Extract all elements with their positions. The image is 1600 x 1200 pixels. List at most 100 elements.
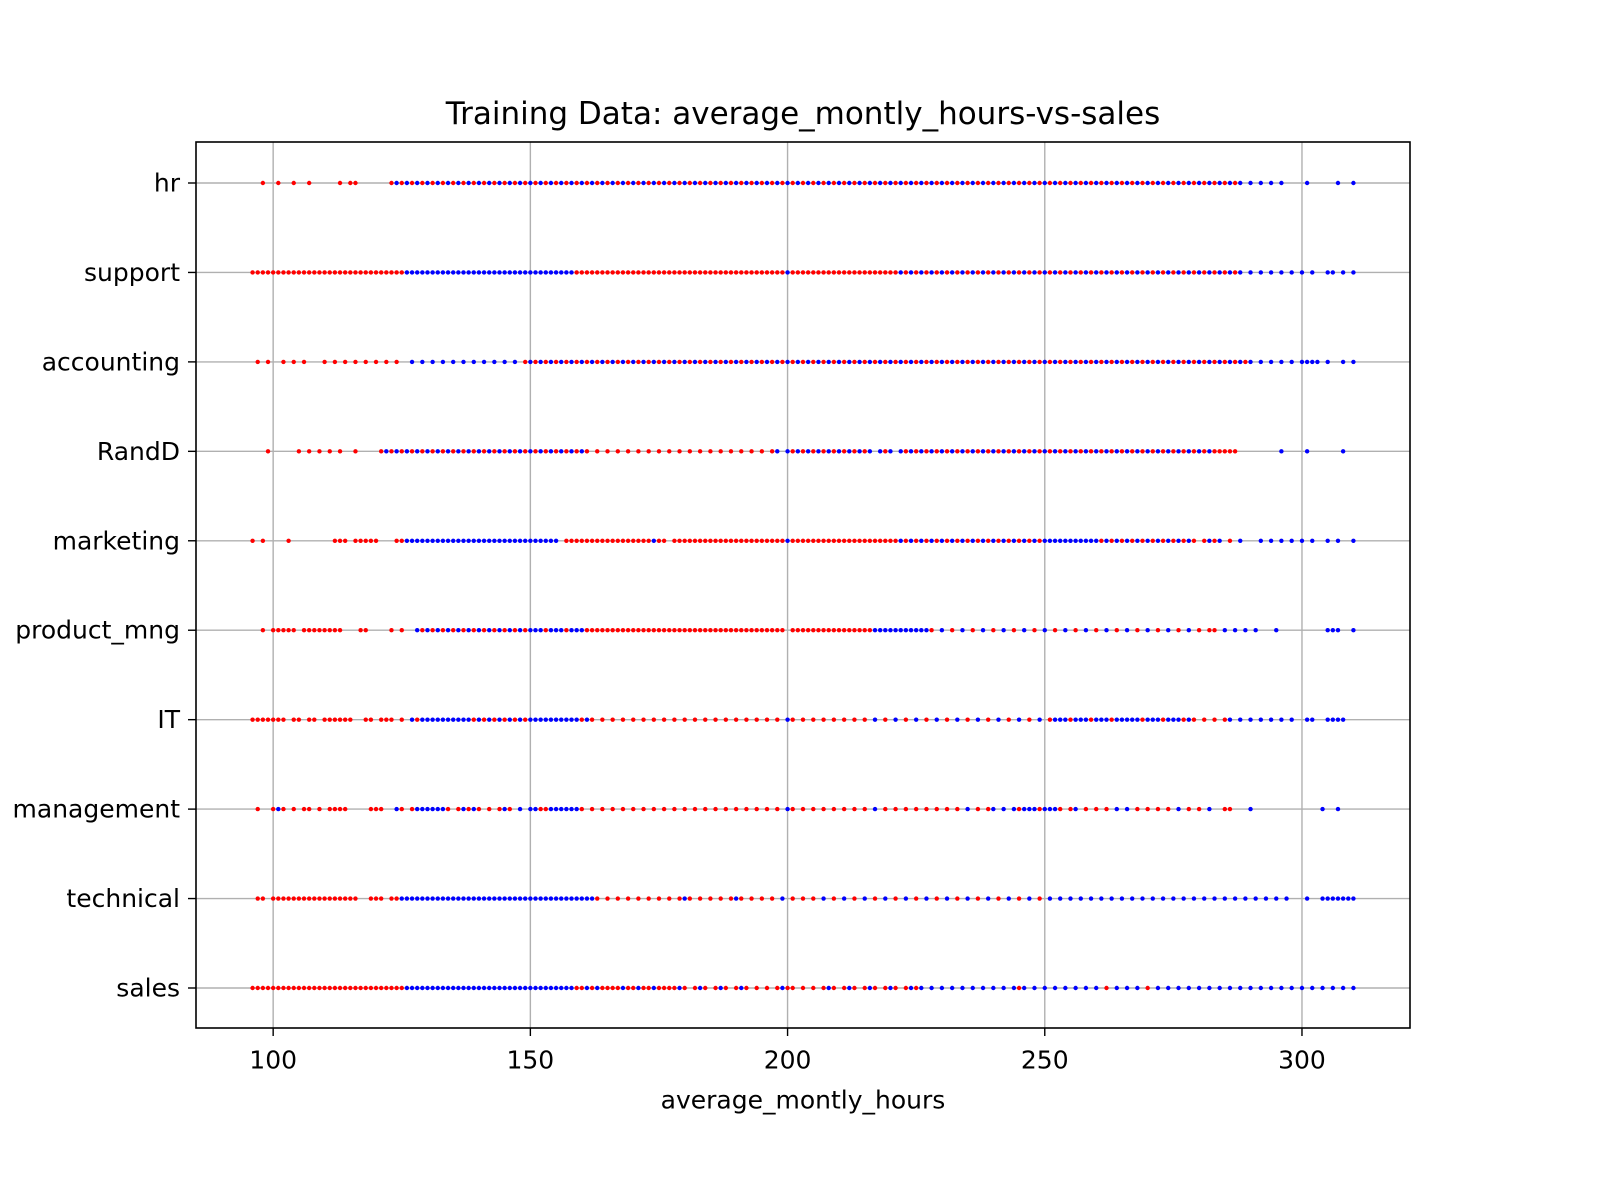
data-point	[389, 628, 394, 633]
y-axis: salestechnicalmanagementITproduct_mngmar…	[13, 169, 196, 1003]
data-point	[960, 180, 965, 186]
data-point	[625, 538, 631, 543]
data-point	[949, 180, 955, 186]
data-point	[872, 717, 878, 722]
data-point	[975, 180, 981, 186]
data-point	[487, 896, 492, 901]
data-point	[949, 359, 955, 365]
data-point	[317, 270, 322, 275]
data-point	[749, 270, 754, 275]
data-point	[965, 449, 970, 454]
data-point	[996, 270, 1001, 275]
data-point	[425, 449, 430, 454]
data-point	[919, 985, 924, 991]
data-point	[1088, 449, 1094, 454]
data-point	[677, 538, 682, 543]
data-point	[1268, 717, 1274, 722]
data-point	[517, 538, 523, 543]
data-point	[584, 449, 590, 454]
data-point	[795, 270, 801, 275]
data-point	[548, 717, 554, 722]
data-point	[785, 806, 790, 812]
data-point	[368, 896, 374, 901]
data-point	[533, 180, 538, 186]
data-point	[877, 628, 883, 633]
data-point	[1212, 270, 1217, 275]
data-point	[1217, 270, 1222, 275]
data-point	[631, 180, 636, 186]
data-point	[1109, 180, 1114, 186]
data-point	[769, 628, 775, 633]
data-point	[281, 359, 286, 365]
data-point	[1212, 717, 1217, 722]
data-point	[991, 180, 996, 186]
data-point	[672, 538, 677, 543]
data-point	[363, 270, 368, 275]
data-point	[1279, 270, 1284, 275]
data-point	[1155, 538, 1161, 543]
data-point	[1181, 896, 1186, 901]
data-point	[934, 180, 939, 186]
data-point	[811, 359, 816, 365]
data-point	[980, 628, 986, 633]
data-point	[1109, 449, 1114, 454]
data-point	[445, 180, 451, 186]
data-point	[1042, 449, 1047, 454]
data-point	[1186, 270, 1192, 275]
data-point	[1094, 449, 1099, 454]
data-point	[1171, 717, 1176, 722]
data-point	[697, 180, 703, 186]
data-point	[420, 806, 425, 812]
data-point	[1222, 180, 1228, 186]
y-tick-label: support	[84, 258, 180, 287]
y-tick-label: technical	[66, 884, 180, 913]
data-point	[1052, 806, 1058, 812]
data-point	[656, 896, 662, 901]
data-point	[399, 628, 404, 633]
data-point	[826, 359, 831, 365]
data-point	[1104, 449, 1109, 454]
data-point	[332, 270, 338, 275]
data-point	[996, 896, 1001, 901]
data-point	[584, 270, 590, 275]
data-point	[872, 806, 878, 812]
data-point	[440, 896, 446, 901]
data-point	[471, 806, 476, 812]
data-point	[764, 806, 770, 812]
data-point	[1232, 896, 1238, 901]
data-point	[615, 985, 621, 991]
data-point	[646, 449, 651, 454]
data-point	[764, 538, 770, 543]
data-point	[605, 538, 610, 543]
data-point	[831, 270, 837, 275]
data-point	[656, 359, 662, 365]
data-point	[631, 359, 636, 365]
data-point	[857, 538, 862, 543]
data-point	[471, 359, 476, 365]
data-point	[507, 896, 512, 901]
data-point	[1253, 628, 1258, 633]
data-point	[713, 270, 718, 275]
data-point	[1212, 628, 1217, 633]
data-point	[270, 985, 276, 991]
data-point	[1058, 449, 1063, 454]
data-point	[836, 180, 842, 186]
data-point	[255, 717, 260, 722]
data-point	[1155, 985, 1161, 991]
data-point	[1212, 896, 1217, 901]
data-point	[1207, 538, 1212, 543]
data-point	[425, 270, 430, 275]
data-point	[805, 359, 811, 365]
data-point	[1310, 270, 1315, 275]
data-point	[538, 896, 543, 901]
data-point	[1114, 359, 1119, 365]
data-point	[255, 806, 260, 812]
data-point	[847, 359, 852, 365]
data-point	[1058, 359, 1063, 365]
data-point	[487, 270, 492, 275]
data-point	[523, 717, 528, 722]
data-point	[445, 717, 451, 722]
data-point	[270, 806, 276, 812]
data-point	[265, 449, 271, 454]
data-point	[466, 180, 471, 186]
